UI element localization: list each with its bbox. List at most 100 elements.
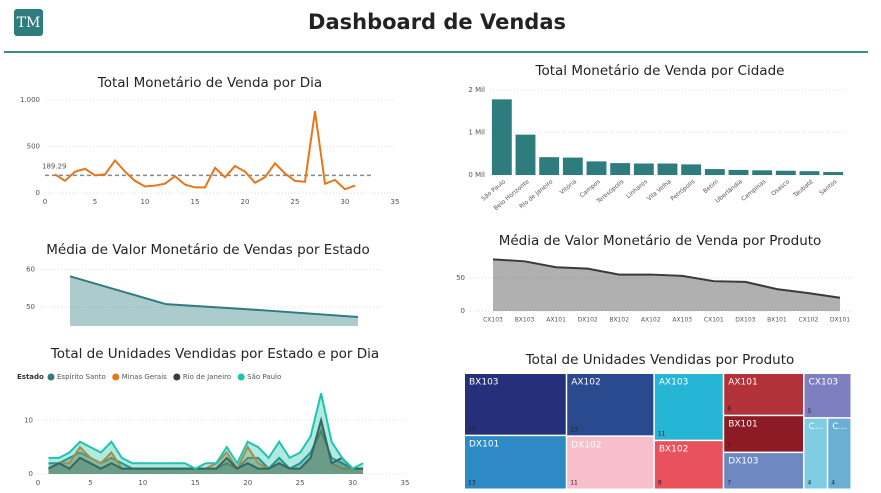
treemap-label: DX102 <box>571 440 601 450</box>
bar <box>752 170 773 175</box>
treemap-cell <box>465 436 566 489</box>
legend-swatch <box>237 373 245 381</box>
x-tick-label: 25 <box>291 198 300 206</box>
chart-title: Total de Unidades Vendidas por Estado e … <box>50 346 379 362</box>
x-tick-label: 20 <box>241 198 250 206</box>
line <box>492 258 841 299</box>
treemap-value: 11 <box>658 431 666 438</box>
x-tick-label: AX102 <box>641 317 661 324</box>
x-tick-label: 20 <box>243 479 252 487</box>
x-tick-label: DX102 <box>578 317 598 324</box>
x-tick-label: BX102 <box>609 317 629 324</box>
x-tick-label: BX101 <box>767 317 787 324</box>
x-tick-label: 5 <box>88 479 92 487</box>
treemap-cell <box>724 374 804 415</box>
treemap-value: 7 <box>727 480 731 487</box>
x-tick-label: Petrópolis <box>669 178 696 202</box>
area <box>48 420 364 474</box>
treemap-label: C... <box>832 422 847 432</box>
treemap-label: C... <box>809 422 824 432</box>
bar <box>610 163 631 175</box>
x-tick-label: DX103 <box>735 317 755 324</box>
page-title: Dashboard de Vendas <box>308 10 566 34</box>
x-tick-label: 10 <box>141 198 150 206</box>
x-tick-label: Taubaté <box>791 178 815 199</box>
treemap-label: CX103 <box>809 378 839 388</box>
treemap-label: BX101 <box>728 420 758 430</box>
treemap-value: 11 <box>570 480 578 487</box>
y-tick-label: 500 <box>27 143 40 151</box>
legend-label: Espírito Santo <box>57 373 106 381</box>
bar <box>633 163 654 175</box>
y-tick-label: 50 <box>456 274 465 282</box>
bar <box>539 157 560 175</box>
bar <box>681 164 702 175</box>
x-tick-label: Campinas <box>740 178 767 203</box>
x-tick-label: Vila Velha <box>646 178 673 202</box>
legend-label: São Paulo <box>247 373 281 381</box>
treemap-label: DX101 <box>469 440 499 450</box>
treemap-cell <box>804 374 851 418</box>
x-tick-label: AX103 <box>672 317 692 324</box>
treemap-cell <box>724 453 804 489</box>
x-tick-label: DX101 <box>830 317 850 324</box>
treemap-value: 7 <box>727 443 731 450</box>
logo <box>14 9 43 36</box>
treemap-label: BX102 <box>659 445 689 455</box>
y-tick-label: 10 <box>24 416 33 424</box>
treemap-cell <box>724 416 804 452</box>
treemap-label: DX103 <box>728 457 758 467</box>
treemap-value: 4 <box>831 480 835 487</box>
x-tick-label: AX101 <box>546 317 566 324</box>
area <box>48 393 364 474</box>
bar <box>657 163 678 175</box>
treemap-label: AX103 <box>659 378 689 388</box>
treemap-cell <box>804 418 827 489</box>
x-tick-label: 30 <box>348 479 357 487</box>
treemap-cell <box>654 374 723 440</box>
treemap-value: 8 <box>658 480 662 487</box>
area <box>70 276 358 326</box>
legend-title: Estado <box>17 373 44 381</box>
area <box>493 259 840 311</box>
x-tick-label: 0 <box>36 479 40 487</box>
y-tick-label: 2 Mil <box>468 86 485 94</box>
x-tick-label: 30 <box>341 198 350 206</box>
line <box>54 111 356 191</box>
legend-swatch <box>112 373 120 381</box>
bar <box>515 134 536 175</box>
x-tick-label: Betim <box>702 178 720 195</box>
bar <box>799 171 820 175</box>
y-tick-label: 60 <box>26 266 35 274</box>
x-tick-label: 15 <box>191 198 200 206</box>
treemap-cell <box>567 374 654 436</box>
chart-title: Média de Valor Monetário de Vendas por E… <box>46 242 370 258</box>
x-tick-label: Vitória <box>559 178 579 196</box>
y-tick-label: 0 <box>29 470 33 478</box>
line <box>48 393 364 470</box>
treemap-label: AX102 <box>571 378 601 388</box>
treemap-cell <box>567 436 654 489</box>
treemap-value: 8 <box>727 406 731 413</box>
logo-text: TM <box>17 15 41 31</box>
chart-title: Total Monetário de Venda por Dia <box>97 75 322 91</box>
x-tick-label: 25 <box>296 479 305 487</box>
treemap-cell <box>654 441 723 489</box>
y-tick-label: 0 Mil <box>468 171 485 179</box>
bar <box>704 169 725 175</box>
treemap-value: 4 <box>808 480 812 487</box>
legend-label: Rio de Janeiro <box>183 373 231 381</box>
x-tick-label: 35 <box>401 479 410 487</box>
line <box>48 416 364 470</box>
treemap-value: 13 <box>570 426 578 433</box>
bar <box>562 157 583 175</box>
y-tick-label: 50 <box>26 303 35 311</box>
treemap-value: 15 <box>468 426 476 433</box>
treemap-label: BX103 <box>469 378 499 388</box>
average-label: 189.29 <box>42 162 67 170</box>
y-tick-label: 1.000 <box>20 96 40 104</box>
bar <box>775 170 796 175</box>
bar <box>586 161 607 175</box>
bar <box>491 99 512 175</box>
x-tick-label: Osasco <box>770 178 791 197</box>
